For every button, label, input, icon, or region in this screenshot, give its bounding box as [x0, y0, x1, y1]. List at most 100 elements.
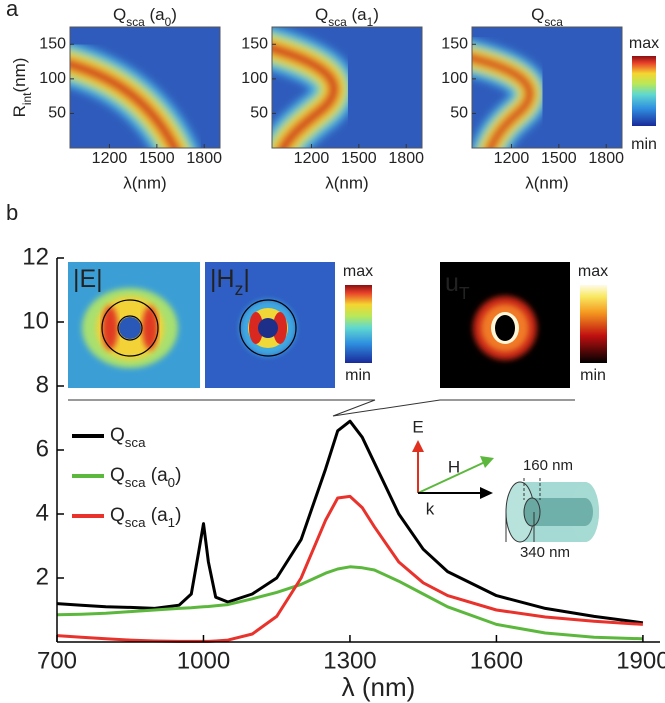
y-axis-label-part: (nm): [10, 58, 29, 93]
chart-title-part: Q: [113, 5, 126, 24]
line-series: [56, 565, 643, 641]
inset-pointer: [68, 399, 575, 417]
y-tick-label: 100: [39, 70, 66, 87]
chart-title-part: sca: [328, 15, 347, 29]
x-tick-label: 1300: [323, 647, 376, 674]
x-axis-label: λ(nm): [325, 173, 368, 192]
arrow: [480, 487, 493, 499]
colorbar: [632, 56, 656, 126]
cylinder-core: [523, 497, 541, 527]
chart-title-part: 0: [165, 15, 172, 29]
chart-title-part: sca: [544, 15, 563, 29]
heatmap: [272, 27, 422, 148]
inset-label: |Hz|: [210, 265, 250, 299]
x-tick-label: 1500: [341, 150, 377, 167]
chart-title-part: (a: [347, 5, 367, 24]
legend-label-part: ): [175, 465, 181, 486]
y-tick-label: 50: [450, 105, 468, 122]
dimension-line: [505, 512, 535, 542]
plot-frame: [69, 26, 221, 149]
colorbar-label: max: [629, 35, 659, 52]
colorbar: [580, 285, 607, 363]
y-tick-label: 150: [241, 36, 268, 53]
y-tick-label: 8: [36, 371, 49, 398]
chart-title-part: 1: [367, 15, 374, 29]
plot-frame: [271, 26, 423, 149]
x-tick-label: 1600: [470, 647, 523, 674]
colorbar-label: min: [345, 367, 371, 384]
legend-label-part: (a: [145, 465, 168, 486]
arrow: [417, 461, 486, 494]
diagram-label: E: [412, 417, 423, 436]
inset-label-part: |H: [210, 265, 235, 293]
legend-label: Qsca: [110, 425, 146, 450]
diagram-label: 160 nm: [523, 457, 573, 474]
y-tick-label: 50: [250, 105, 268, 122]
y-tick-label: 10: [22, 307, 49, 334]
panel-label: b: [6, 200, 18, 225]
colorbar-label: max: [343, 263, 373, 280]
e-field-map: [102, 306, 118, 350]
inset-label-part: T: [459, 283, 470, 303]
colorbar-label: max: [578, 263, 608, 280]
h-field-map: [239, 299, 297, 357]
y-tick-label: 50: [48, 105, 66, 122]
chart-title: Qsca (a1): [315, 5, 379, 29]
heatmap-band: [472, 55, 533, 148]
e-field-map: [142, 306, 158, 350]
colorbar-label: min: [580, 367, 606, 384]
line-series: [56, 494, 643, 643]
x-tick-label: 1800: [186, 150, 222, 167]
chart-title: Qsca (a0): [113, 5, 177, 29]
heatmap-band: [70, 61, 178, 148]
e-field-map: [101, 299, 159, 357]
x-tick-label: 1200: [92, 150, 128, 167]
y-axis-label: Rint(nm): [10, 58, 34, 118]
x-tick-label: 1500: [139, 150, 175, 167]
e-field-map: [117, 315, 143, 341]
x-tick-label: 1200: [494, 150, 530, 167]
x-axis-label: λ(nm): [123, 173, 166, 192]
x-axis-label: λ(nm): [525, 173, 568, 192]
legend-label-part: ): [175, 505, 181, 526]
y-tick-label: 100: [241, 70, 268, 87]
legend-label-part: 0: [168, 475, 175, 490]
x-axis-label: λ (nm): [342, 672, 416, 702]
inset-label: uT: [445, 269, 470, 303]
y-tick-label: 4: [36, 499, 49, 526]
inset-label-part: u: [445, 269, 459, 297]
x-tick-label: 1800: [388, 150, 424, 167]
chart-title-part: ): [171, 5, 177, 24]
y-tick-label: 150: [39, 36, 66, 53]
inset-label-part: |: [243, 265, 250, 293]
panel-label: a: [6, 0, 19, 21]
legend-label-part: Q: [110, 505, 125, 526]
heatmap-band: [272, 45, 338, 148]
dimension-line: [523, 478, 541, 500]
h-field-map: [273, 312, 287, 344]
legend-label: Qsca (a0): [110, 465, 181, 490]
inset-label-part: z: [235, 279, 244, 299]
chart-title: Qsca: [531, 5, 563, 29]
legend-label-part: 1: [168, 515, 175, 530]
y-tick-label: 6: [36, 435, 49, 462]
x-tick-label: 1000: [177, 647, 230, 674]
y-tick-label: 150: [441, 36, 468, 53]
chart-title-part: (a: [145, 5, 165, 24]
chart-title-part: Q: [315, 5, 328, 24]
energy-map: [495, 315, 515, 341]
e-field-map: [119, 317, 141, 339]
legend-label-part: sca: [125, 515, 146, 530]
legend-label-part: sca: [125, 435, 146, 450]
x-tick-label: 1500: [541, 150, 577, 167]
y-axis-label-part: R: [10, 105, 29, 117]
legend-label-part: Q: [110, 425, 125, 446]
x-tick-label: 1900: [616, 647, 665, 674]
heatmap: [70, 27, 220, 148]
diagram-label: 340 nm: [520, 544, 570, 561]
legend-label: Qsca (a1): [110, 505, 181, 530]
x-tick-label: 700: [37, 647, 77, 674]
arrow: [480, 456, 494, 468]
x-tick-label: 1200: [294, 150, 330, 167]
